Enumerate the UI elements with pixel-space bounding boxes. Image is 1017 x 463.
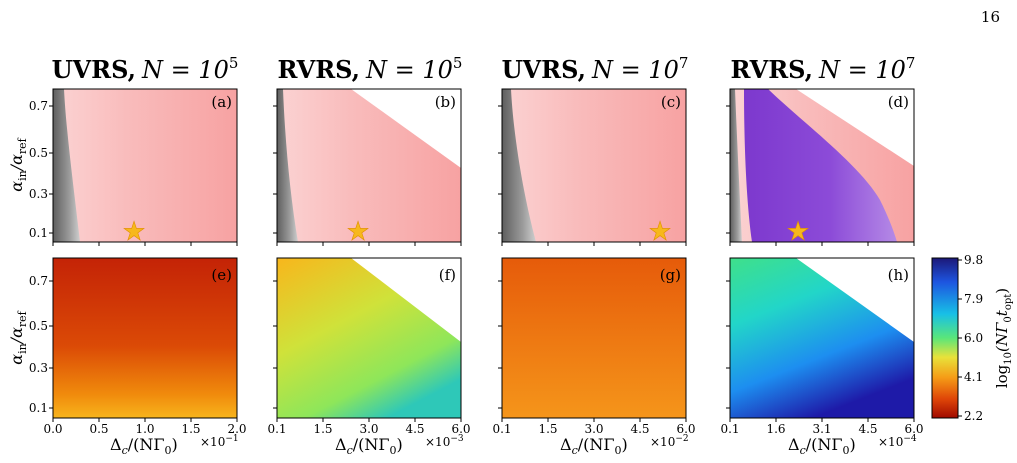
x-tick-label: 4.5 — [858, 422, 877, 436]
colorbar-tick-label: 7.9 — [964, 292, 983, 306]
y-tick-label: 0.1 — [29, 401, 48, 415]
x-tick-label: 0.1 — [720, 422, 739, 436]
panel-a: (a) ★ — [52, 88, 238, 247]
x-tick-label: 0.0 — [43, 422, 62, 436]
x-tick-label: 1.6 — [766, 422, 785, 436]
panel-d: (d) ★ — [729, 88, 915, 247]
panel-a-pink-region — [53, 89, 237, 242]
x-multiplier-2: ×10−3 — [425, 434, 464, 449]
x-tick-label: 3.0 — [584, 422, 603, 436]
x-tick-label: 6.0 — [676, 422, 695, 436]
x-tick-label: 1.5 — [181, 422, 200, 436]
y-tick-label: 0.7 — [29, 274, 48, 288]
y-tick-label: 0.5 — [29, 319, 48, 333]
panel-g-letter: (g) — [660, 266, 681, 284]
x-axis-label-4: Δc/(NΓ0) — [788, 435, 856, 457]
y-tick-label: 0.3 — [29, 361, 48, 375]
x-multiplier-1: ×10−1 — [200, 434, 239, 449]
x-tick-label: 2.0 — [227, 422, 246, 436]
panel-f-letter: (f) — [439, 266, 456, 284]
colorbar: 9.8 7.9 6.0 4.1 2.2 log10(NΓ0topt) — [931, 253, 1014, 423]
y-axis-ticks — [49, 105, 730, 409]
star-marker-c: ★ — [648, 217, 671, 247]
y-tick-label: 0.7 — [29, 99, 48, 113]
star-marker-b: ★ — [346, 217, 369, 247]
panel-title-3: UVRS, N = 107 — [502, 54, 689, 84]
x-tick-label: 1.0 — [135, 422, 154, 436]
panel-b-gray-region — [277, 89, 298, 242]
y-axis-label-top: αin/αref — [7, 137, 29, 191]
x-axis-ticks — [52, 242, 915, 422]
star-marker-d: ★ — [786, 217, 809, 247]
panel-g: (g) — [501, 257, 687, 419]
panel-e-heatmap — [53, 258, 237, 418]
x-tick-label: 3.0 — [359, 422, 378, 436]
panel-e-letter: (e) — [211, 266, 232, 284]
panel-a-gray-region — [53, 89, 80, 242]
x-axis-label-3: Δc/(NΓ0) — [560, 435, 628, 457]
x-axis-label-1: Δc/(NΓ0) — [110, 435, 178, 457]
x-tick-label: 0.1 — [267, 422, 286, 436]
x-tick-label: 6.0 — [904, 422, 923, 436]
panel-c-letter: (c) — [661, 93, 681, 111]
y-tick-label: 0.3 — [29, 187, 48, 201]
x-multiplier-4: ×10−4 — [878, 434, 917, 449]
panel-h-letter: (h) — [888, 266, 909, 284]
x-axis-multipliers: ×10−1 ×10−3 ×10−2 ×10−4 — [200, 434, 917, 449]
y-axis-label-bottom: αin/αref — [7, 310, 29, 364]
panel-g-heatmap — [502, 258, 686, 418]
x-tick-label: 0.1 — [492, 422, 511, 436]
page-number: 16 — [981, 8, 1000, 26]
x-tick-label: 6.0 — [451, 422, 470, 436]
panel-c: (c) ★ — [501, 88, 687, 247]
y-tick-labels-top: 0.7 0.5 0.3 0.1 — [29, 99, 48, 240]
colorbar-tick-label: 2.2 — [964, 409, 983, 423]
panel-d-gray-region — [730, 89, 742, 242]
panel-d-purple-region — [730, 89, 897, 242]
colorbar-label: log10(NΓ0topt) — [993, 288, 1014, 388]
panel-a-letter: (a) — [211, 93, 232, 111]
x-tick-labels: 0.0 0.5 1.0 1.5 2.0 0.1 1.5 3.0 4.5 6.0 0.1 1.5 3.0 4… — [43, 422, 923, 436]
x-tick-label: 0.5 — [89, 422, 108, 436]
panel-h: (h) — [729, 257, 915, 419]
x-tick-label: 4.5 — [405, 422, 424, 436]
panel-titles: UVRS, N = 105 RVRS, N = 105 UVRS, N = 107 R… — [52, 54, 916, 84]
panel-b: (b) ★ — [276, 88, 462, 247]
y-tick-labels-bottom: 0.7 0.5 0.3 0.1 — [29, 274, 48, 415]
panel-e: (e) — [52, 257, 238, 419]
panel-b-pink-region — [277, 89, 461, 242]
panel-title-2: RVRS, N = 105 — [278, 54, 463, 84]
panel-h-heatmap — [730, 258, 914, 418]
panel-d-letter: (d) — [888, 93, 909, 111]
x-tick-label: 4.5 — [630, 422, 649, 436]
panel-title-1: UVRS, N = 105 — [52, 54, 239, 84]
colorbar-tick-label: 9.8 — [964, 253, 983, 267]
x-axis-labels: Δc/(NΓ0) Δc/(NΓ0) Δc/(NΓ0) Δc/(NΓ0) — [110, 435, 856, 457]
y-tick-label: 0.5 — [29, 146, 48, 160]
panel-f: (f) — [276, 257, 462, 419]
panel-title-4: RVRS, N = 107 — [731, 54, 916, 84]
panel-c-gray-region — [502, 89, 536, 242]
colorbar-gradient — [931, 257, 959, 419]
y-tick-label: 0.1 — [29, 226, 48, 240]
x-multiplier-3: ×10−2 — [650, 434, 689, 449]
panel-f-heatmap — [277, 258, 461, 418]
star-marker-a: ★ — [122, 217, 145, 247]
x-axis-label-2: Δc/(NΓ0) — [335, 435, 403, 457]
colorbar-tick-label: 6.0 — [964, 331, 983, 345]
panel-c-pink-region — [502, 89, 686, 242]
panel-b-letter: (b) — [435, 93, 456, 111]
x-tick-label: 1.5 — [538, 422, 557, 436]
colorbar-tick-label: 4.1 — [964, 370, 983, 384]
x-tick-label: 1.5 — [313, 422, 332, 436]
x-tick-label: 3.1 — [812, 422, 831, 436]
